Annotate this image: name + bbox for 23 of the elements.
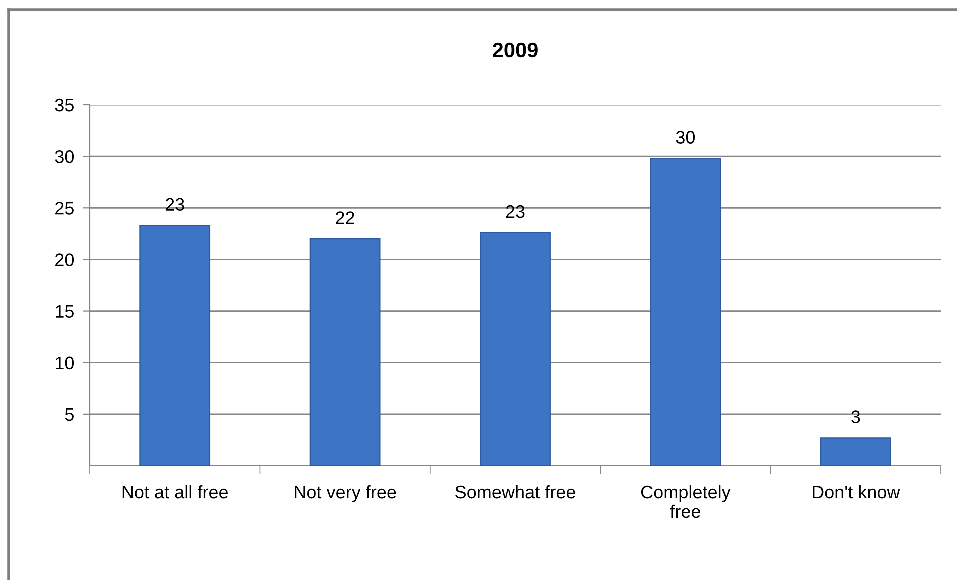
x-tick-label: Somewhat free bbox=[456, 485, 576, 499]
x-tick-label: Not at all free bbox=[122, 485, 228, 499]
y-tick-label: 10 bbox=[56, 356, 74, 370]
bar bbox=[480, 232, 551, 466]
data-label: 22 bbox=[336, 212, 354, 224]
y-tick-label: 20 bbox=[56, 254, 74, 266]
bar bbox=[310, 238, 381, 466]
data-label: 23 bbox=[166, 198, 184, 211]
y-tick-label: 25 bbox=[56, 202, 74, 215]
data-label: 3 bbox=[852, 410, 860, 424]
x-tick-label: Don't know bbox=[813, 485, 900, 499]
bar bbox=[650, 158, 722, 466]
x-tick-label: Not very free bbox=[295, 485, 396, 502]
bar bbox=[820, 438, 892, 466]
y-tick-label: 30 bbox=[55, 150, 74, 164]
data-label: 30 bbox=[676, 131, 696, 144]
y-tick-label: 5 bbox=[65, 408, 74, 422]
bar bbox=[140, 225, 211, 466]
y-tick-label: 15 bbox=[56, 305, 74, 318]
y-tick-label: 35 bbox=[55, 98, 74, 112]
chart-title: 2009 bbox=[493, 42, 538, 58]
x-tick-label: Completely free bbox=[641, 485, 731, 518]
data-label: 23 bbox=[506, 205, 525, 218]
